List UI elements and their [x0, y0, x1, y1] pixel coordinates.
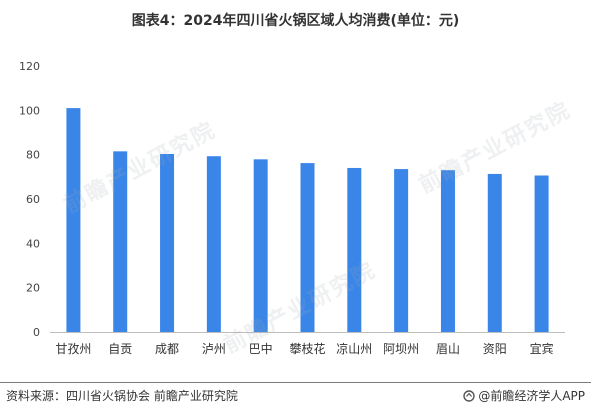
- bar: [440, 170, 455, 332]
- bar: [300, 163, 315, 332]
- brand-text: @前瞻经济学人APP: [478, 389, 585, 403]
- y-tick-label: 40: [26, 237, 40, 250]
- brand-credit: @前瞻经济学人APP: [463, 387, 585, 404]
- x-tick-label: 成都: [155, 342, 179, 356]
- y-tick-label: 20: [26, 282, 40, 295]
- y-tick-label: 0: [33, 326, 40, 339]
- x-tick-label: 攀枝花: [289, 341, 325, 356]
- bar: [534, 175, 549, 332]
- y-tick-label: 60: [26, 193, 40, 206]
- source-note: 资料来源：四川省火锅协会 前瞻产业研究院: [6, 389, 238, 403]
- bar: [113, 151, 128, 332]
- bar: [487, 173, 502, 332]
- x-tick-label: 甘孜州: [55, 342, 91, 356]
- x-tick-label: 巴中: [249, 341, 273, 356]
- bar: [347, 167, 362, 332]
- bar: [253, 159, 268, 332]
- chart-title: 图表4：2024年四川省火锅区域人均消费(单位：元): [131, 13, 460, 29]
- y-tick-label: 120: [19, 60, 40, 73]
- x-tick-label: 自贡: [108, 342, 132, 356]
- bar: [394, 169, 409, 332]
- y-tick-label: 100: [19, 104, 40, 117]
- x-tick-label: 阿坝州: [383, 342, 419, 356]
- x-tick-label: 宜宾: [530, 341, 554, 356]
- x-tick-label: 泸州: [202, 342, 226, 356]
- x-tick-label: 眉山: [436, 342, 460, 356]
- x-tick-label: 资阳: [483, 342, 507, 356]
- footer-divider: [0, 382, 591, 383]
- bar-chart: 0 20 40 60 80 100 120 甘孜州 自贡 成都 泸州 巴中 攀枝花 凉山州 阿坝州 眉山 资阳 宜…: [19, 60, 565, 356]
- brand-logo-icon: [463, 389, 476, 402]
- bar: [160, 154, 175, 332]
- y-tick-label: 80: [26, 149, 40, 162]
- x-tick-label: 凉山州: [336, 341, 372, 356]
- bar: [206, 156, 221, 332]
- bar: [66, 108, 81, 332]
